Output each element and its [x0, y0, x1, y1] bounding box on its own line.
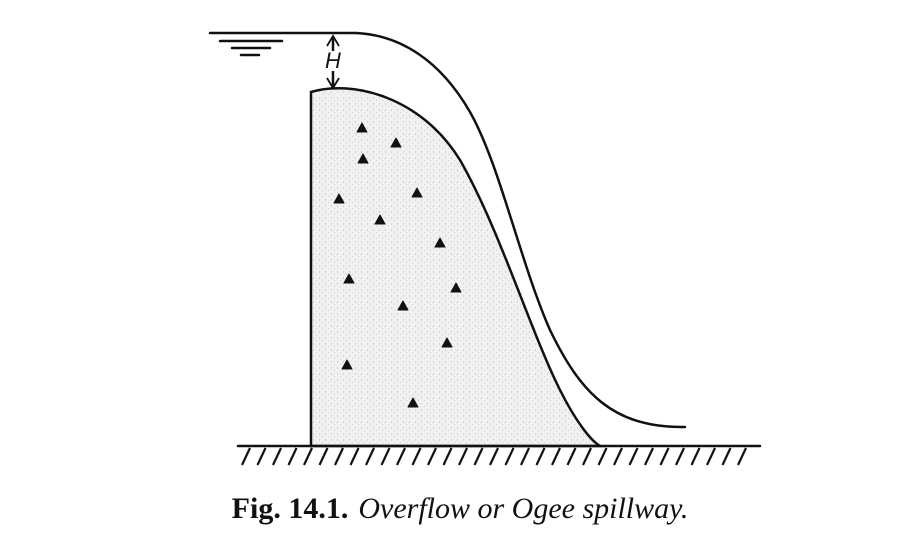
hatch-line — [690, 447, 701, 466]
caption: Fig. 14.1. Overflow or Ogee spillway. — [232, 492, 689, 525]
hatch-line — [535, 447, 546, 466]
stone — [441, 337, 453, 348]
stone — [450, 282, 462, 293]
hatch-line — [411, 447, 422, 466]
nappe-profile — [354, 31, 687, 429]
caption-text: Overflow or Ogee spillway. — [358, 492, 688, 525]
stone — [357, 153, 369, 164]
hatch-line — [659, 447, 670, 466]
label-bg — [322, 51, 344, 71]
ground-hatch — [241, 447, 747, 466]
hatch-line — [303, 447, 313, 466]
hatch-line — [241, 447, 251, 466]
hatch-line — [628, 447, 639, 466]
hatch-line — [520, 447, 530, 466]
caption-number: Fig. 14.1. — [232, 492, 349, 525]
stone — [374, 214, 386, 225]
hatch-line — [597, 447, 608, 466]
stone — [434, 237, 446, 248]
hatch-line — [566, 447, 577, 466]
stone — [341, 359, 353, 370]
stone — [390, 137, 402, 148]
hatch-line — [458, 447, 468, 466]
hatch-line — [675, 447, 685, 466]
hatch-line — [396, 447, 406, 466]
hatch-line — [706, 447, 716, 466]
stone — [407, 397, 419, 408]
stone — [356, 122, 368, 133]
hatch-line — [380, 447, 391, 466]
stone — [411, 187, 423, 198]
aggregate — [333, 122, 462, 408]
hatch-line — [644, 447, 654, 466]
hatch-line — [318, 447, 329, 466]
stone — [343, 273, 355, 284]
stone — [333, 193, 345, 204]
hatch-line — [721, 447, 732, 466]
stone — [397, 300, 409, 311]
hatch-line — [427, 447, 437, 466]
hatch-line — [473, 447, 484, 466]
hatch-line — [737, 447, 747, 466]
hatch-line — [287, 447, 298, 466]
hatch-line — [256, 447, 267, 466]
dam-body — [309, 86, 605, 448]
head-label: H — [325, 48, 341, 73]
hatch-line — [272, 447, 282, 466]
hatch-line — [349, 447, 360, 466]
hatch-line — [365, 447, 375, 466]
hatch-line — [582, 447, 592, 466]
hatch-line — [504, 447, 515, 466]
hatch-line — [613, 447, 623, 466]
arrow-heads — [326, 34, 340, 90]
hatch-line — [442, 447, 453, 466]
hatch-line — [489, 447, 499, 466]
hatch-line — [551, 447, 561, 466]
hatch-line — [334, 447, 344, 466]
